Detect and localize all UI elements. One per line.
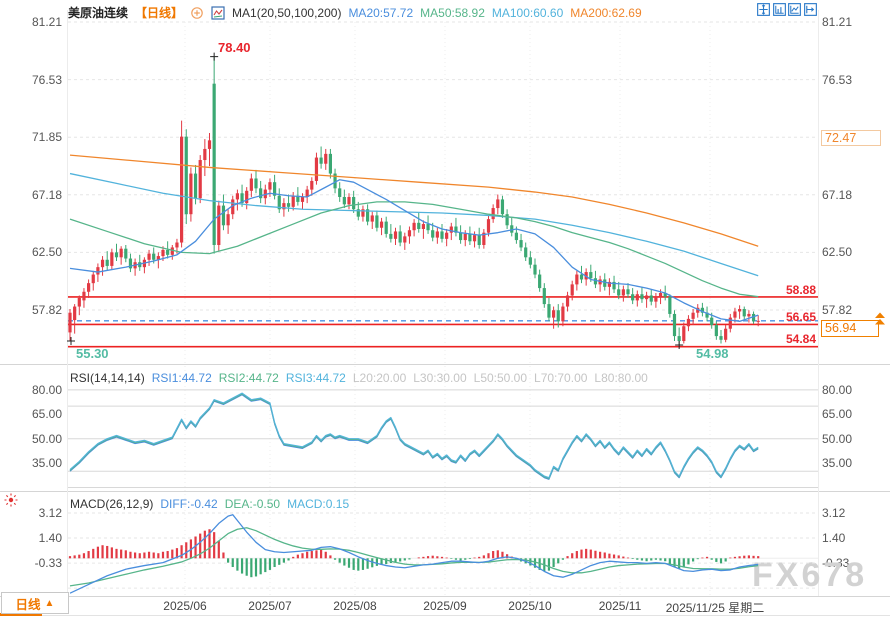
low-right-marker-label: 54.98: [696, 346, 729, 361]
rsi-tick: 80.00: [31, 383, 62, 397]
alert-sun-icon[interactable]: [3, 492, 19, 508]
current-date-label: 2025/11/25 星期二: [665, 601, 765, 615]
middle-level-label: 56.65: [785, 310, 816, 324]
price-tick: 67.18: [822, 188, 853, 202]
price-tick: 62.50: [31, 245, 62, 259]
rsi-header: RSI(14,14,14) RSI1:44.72 RSI2:44.72 RSI3…: [70, 371, 648, 385]
indicator-chart-icon[interactable]: [211, 5, 225, 20]
symbol-name: 美原油连续: [68, 6, 129, 20]
zoom-plus-icon[interactable]: [190, 6, 204, 20]
tab-daily-period[interactable]: 日线 ▲: [1, 592, 69, 614]
resistance-level-label: 58.88: [785, 283, 816, 297]
macd-tick: -0.33: [34, 556, 62, 570]
panel-divider: [0, 364, 890, 365]
scroll-latest-arrows-icon[interactable]: [873, 311, 887, 326]
rsi-tick: 50.00: [822, 432, 853, 446]
ma100-value: MA100:60.60: [491, 5, 564, 20]
last-price-box: 56.94: [821, 320, 879, 337]
ma-group-label: MA1(20,50,100,200): [232, 5, 342, 20]
rsi-tick: 50.00: [31, 432, 62, 446]
rsi-tick: 35.00: [822, 456, 853, 470]
price-tick: 57.82: [31, 303, 62, 317]
ma200-value: MA200:62.69: [570, 5, 642, 20]
rsi-title: RSI(14,14,14): [70, 371, 145, 385]
rsi-l30: L30:30.00: [413, 371, 467, 385]
tab-daily-label: 日线: [15, 597, 41, 612]
rsi-l20: L20:20.00: [352, 371, 407, 385]
move-crosshair-button[interactable]: [757, 3, 770, 16]
date-label: 2025/09: [423, 599, 467, 613]
price-tick: 62.50: [822, 245, 853, 259]
date-label: 2025/08: [333, 599, 377, 613]
date-label: 2025/10: [508, 599, 552, 613]
price-tick: 76.53: [822, 73, 853, 87]
price-tick: 57.82: [822, 303, 853, 317]
panel-divider: [0, 615, 890, 616]
rsi-l70: L70:70.00: [534, 371, 588, 385]
date-label: 2025/06: [163, 599, 207, 613]
rsi1-value: RSI1:44.72: [151, 371, 212, 385]
jump-latest-button[interactable]: [803, 3, 817, 16]
plot-left-border: [67, 10, 68, 596]
price-tick: 81.21: [31, 15, 62, 29]
macd-tick: 3.12: [38, 506, 62, 520]
macd-tick: 3.12: [822, 506, 846, 520]
price-tick: 67.18: [31, 188, 62, 202]
ma50-value: MA50:58.92: [420, 5, 485, 20]
rsi-tick: 65.00: [31, 407, 62, 421]
rsi-l50: L50:50.00: [473, 371, 528, 385]
macd-value: MACD:0.15: [287, 497, 350, 511]
low-left-marker-label: 55.30: [76, 346, 109, 361]
price-tick: 81.21: [822, 15, 853, 29]
bar-panel-button[interactable]: [772, 3, 786, 16]
rsi-tick: 80.00: [822, 383, 853, 397]
price-tick: 76.53: [31, 73, 62, 87]
ma20-value: MA20:57.72: [348, 5, 414, 20]
panel-divider: [0, 491, 890, 492]
alert-level-box[interactable]: 72.47: [821, 130, 881, 146]
chevron-up-icon: ▲: [44, 597, 55, 609]
rsi-tick: 65.00: [822, 407, 853, 421]
line-panel-button[interactable]: [788, 3, 801, 16]
rsi-tick: 35.00: [31, 456, 62, 470]
high-marker-label: 78.40: [218, 40, 251, 55]
macd-tick: 1.40: [38, 531, 62, 545]
main-chart-header: 美原油连续 【日线】 MA1(20,50,100,200) MA20:57.72…: [68, 4, 642, 21]
macd-diff-value: DIFF:-0.42: [160, 497, 218, 511]
date-label: 2025/07: [248, 599, 292, 613]
support-level-label: 54.84: [785, 332, 816, 346]
rsi-l80: L80:80.00: [594, 371, 648, 385]
macd-tick: 1.40: [822, 531, 846, 545]
macd-title: MACD(26,12,9): [70, 497, 154, 511]
price-tick: 71.85: [31, 130, 62, 144]
rsi3-value: RSI3:44.72: [285, 371, 346, 385]
macd-tick: -0.33: [822, 556, 850, 570]
period-tag: 【日线】: [135, 6, 184, 20]
panel-divider: [0, 596, 890, 597]
rsi2-value: RSI2:44.72: [218, 371, 279, 385]
macd-dea-value: DEA:-0.50: [224, 497, 281, 511]
macd-header: MACD(26,12,9) DIFF:-0.42 DEA:-0.50 MACD:…: [70, 497, 349, 511]
tab-active-underline: [0, 613, 42, 616]
date-label: 2025/11: [598, 599, 642, 613]
plot-right-border: [818, 10, 819, 596]
